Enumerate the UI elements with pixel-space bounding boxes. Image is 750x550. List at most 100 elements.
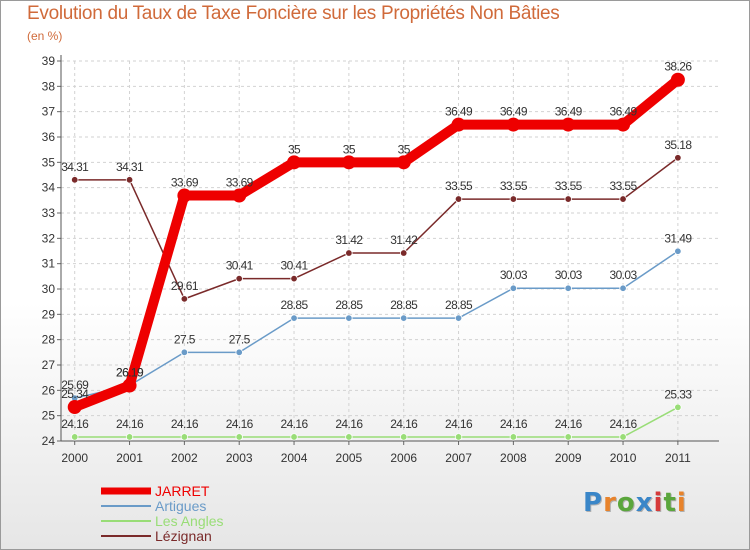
data-label: 29.61	[171, 279, 199, 293]
data-label: 24.16	[390, 417, 418, 431]
data-point	[670, 72, 685, 87]
y-tick-label: 25	[42, 409, 56, 423]
data-label: 24.16	[171, 417, 199, 431]
data-label: 25.33	[664, 387, 692, 401]
data-point	[619, 284, 627, 292]
data-point	[235, 433, 243, 441]
data-point	[125, 176, 134, 184]
data-point	[71, 176, 79, 184]
data-label: 28.85	[335, 298, 363, 312]
data-point	[674, 403, 682, 412]
series-line	[73, 250, 679, 399]
y-tick-label: 32	[42, 231, 56, 245]
data-point	[506, 117, 521, 132]
x-tick-label: 2007	[445, 451, 472, 465]
legend-label: Lézignan	[155, 528, 212, 544]
y-tick-label: 33	[42, 206, 56, 220]
data-label: 28.85	[390, 298, 418, 312]
data-label: 26.19	[116, 366, 144, 380]
data-label: 36.49	[610, 105, 638, 119]
data-label: 30.41	[226, 259, 254, 273]
y-tick-label: 35	[42, 155, 56, 169]
data-label: 35	[398, 142, 411, 156]
proxiti-logo: Proxiti	[583, 488, 687, 518]
data-label: 30.03	[610, 268, 638, 282]
data-label: 31.49	[664, 231, 692, 245]
data-point	[400, 433, 408, 441]
y-tick-label: 27	[42, 358, 56, 372]
y-tick-label: 24	[42, 434, 56, 448]
data-point	[177, 188, 192, 203]
series-line	[73, 157, 679, 300]
data-label: 24.16	[61, 417, 89, 431]
x-tick-label: 2011	[665, 451, 691, 465]
data-label: 30.03	[500, 268, 528, 282]
data-point	[290, 314, 298, 322]
x-tick-label: 2000	[61, 451, 88, 465]
data-point	[561, 117, 576, 132]
data-point	[345, 314, 353, 322]
legend-item-lezignan: Lézignan	[101, 528, 212, 544]
x-tick-label: 2009	[555, 451, 582, 465]
data-point	[674, 154, 682, 162]
data-point	[180, 433, 189, 441]
data-point	[71, 433, 79, 441]
data-label: 24.16	[116, 417, 144, 431]
x-tick-label: 2003	[226, 451, 253, 465]
data-label: 24.16	[226, 417, 254, 431]
y-tick-label: 31	[42, 257, 56, 271]
data-point	[290, 433, 298, 441]
legend-item-jarret: JARRET	[101, 483, 210, 499]
series-les-angles	[71, 403, 682, 441]
data-label: 31.42	[335, 233, 363, 247]
y-tick-label: 34	[42, 181, 56, 195]
data-point	[619, 195, 627, 203]
x-tick-label: 2008	[500, 451, 527, 465]
data-point	[509, 433, 518, 441]
series-layer	[67, 72, 685, 441]
data-label: 24.16	[445, 417, 473, 431]
y-tick-label: 29	[42, 307, 56, 321]
data-point	[122, 378, 137, 393]
data-point	[454, 433, 463, 441]
data-label: 24.16	[610, 417, 638, 431]
y-tick-label: 39	[42, 54, 56, 68]
data-label: 24.16	[281, 417, 309, 431]
x-tick-label: 2002	[171, 451, 198, 465]
legend-label: Les Angles	[155, 513, 224, 529]
data-label: 33.69	[171, 176, 199, 190]
legend-label: Artigues	[155, 498, 206, 514]
data-point	[564, 433, 572, 441]
data-label: 24.16	[335, 417, 363, 431]
data-point	[564, 195, 572, 203]
axes: 24 25 26 27 28 29 30 31 32 33 34 35 36 37 38 39 2000 2001…	[42, 54, 719, 465]
data-label: 27.5	[229, 332, 251, 346]
data-label: 35	[343, 142, 356, 156]
data-label: 28.85	[445, 298, 473, 312]
grid-lines	[61, 60, 719, 442]
data-point	[619, 433, 627, 441]
chart-subtitle: (en %)	[27, 29, 63, 43]
series-lezignan	[71, 154, 682, 303]
x-tick-label: 2004	[281, 451, 308, 465]
data-point	[125, 433, 134, 441]
data-label: 30.41	[281, 259, 309, 273]
y-tick-label: 36	[42, 130, 56, 144]
y-tick-label: 38	[42, 79, 56, 93]
data-point	[396, 155, 411, 170]
data-label: 38.26	[664, 60, 692, 74]
legend-label: JARRET	[155, 483, 210, 499]
data-point	[564, 284, 572, 292]
data-point	[345, 433, 353, 441]
data-point	[400, 314, 408, 322]
y-tick-label: 26	[42, 383, 56, 397]
data-label: 25.69	[61, 378, 89, 392]
data-label: 36.49	[445, 105, 473, 119]
x-tick-label: 2001	[116, 451, 143, 465]
x-tick-label: 2010	[610, 451, 637, 465]
x-tick-label: 2005	[336, 451, 363, 465]
chart-title: Evolution du Taux de Taxe Foncière sur l…	[27, 3, 560, 24]
data-point	[454, 314, 463, 322]
